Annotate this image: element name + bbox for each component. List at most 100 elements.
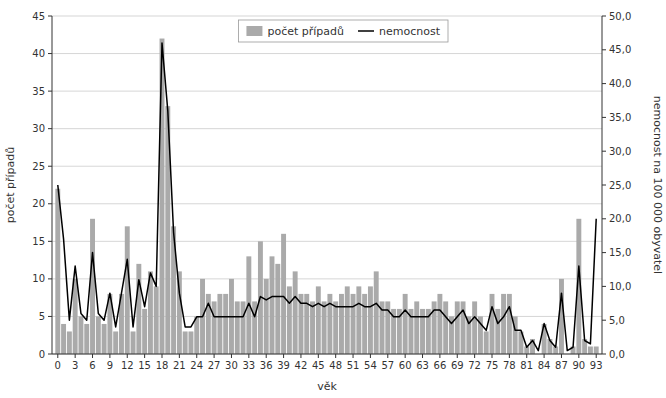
legend-swatch [246, 26, 262, 36]
bar [136, 264, 141, 354]
x-tick-label: 84 [538, 360, 551, 371]
y-tick-label: 45 [32, 11, 45, 22]
x-tick [109, 354, 110, 358]
x-tick-label: 39 [277, 360, 290, 371]
bar [310, 301, 315, 354]
bar [212, 301, 217, 354]
x-tick-label: 18 [156, 360, 169, 371]
y-tick-label: 15 [32, 236, 45, 247]
bar [345, 286, 350, 354]
legend: počet případůnemocnost [238, 20, 448, 42]
x-tick [439, 354, 440, 358]
bar [588, 346, 593, 354]
legend-label: nemocnost [379, 25, 441, 38]
bar [61, 324, 66, 354]
y2-tick [602, 16, 606, 17]
x-tick-label: 72 [468, 360, 481, 371]
bar [437, 294, 442, 354]
bar [385, 301, 390, 354]
bar [73, 279, 78, 354]
y2-tick-label: 50,0 [609, 11, 631, 22]
x-tick-label: 24 [190, 360, 203, 371]
x-tick-label: 36 [260, 360, 273, 371]
y2-tick-label: 5,0 [609, 315, 625, 326]
y2-tick-label: 40,0 [609, 78, 631, 89]
bar [443, 301, 448, 354]
bar [461, 301, 466, 354]
bar [142, 309, 147, 354]
bar [287, 286, 292, 354]
x-tick [387, 354, 388, 358]
bar [339, 294, 344, 354]
x-tick [127, 354, 128, 358]
x-tick-label: 51 [347, 360, 360, 371]
y2-tick-label: 20,0 [609, 213, 631, 224]
x-tick [578, 354, 579, 358]
x-tick [162, 354, 163, 358]
bar [55, 189, 60, 354]
bar [67, 331, 72, 354]
grid-line [52, 166, 602, 167]
y2-tick-label: 45,0 [609, 44, 631, 55]
bar [264, 279, 269, 354]
x-tick-label: 66 [434, 360, 447, 371]
y-tick-label: 35 [32, 86, 45, 97]
x-tick [57, 354, 58, 358]
marks [55, 39, 598, 354]
y2-tick [602, 151, 606, 152]
y2-tick [602, 286, 606, 287]
y-tick [48, 91, 52, 92]
bar [275, 264, 280, 354]
x-tick [526, 354, 527, 358]
bar [414, 301, 419, 354]
bar [455, 301, 460, 354]
bar [154, 286, 159, 354]
x-tick-label: 81 [520, 360, 533, 371]
x-tick-label: 93 [590, 360, 603, 371]
bar [183, 331, 188, 354]
bar [490, 294, 495, 354]
x-tick [561, 354, 562, 358]
x-axis-label: věk [317, 380, 337, 393]
x-tick [474, 354, 475, 358]
bar [322, 301, 327, 354]
bar [270, 256, 275, 354]
grid-line [52, 241, 602, 242]
bar [507, 294, 512, 354]
bar [78, 316, 83, 354]
x-tick-label: 3 [72, 360, 78, 371]
bar [217, 294, 222, 354]
x-tick-label: 42 [295, 360, 308, 371]
legend-box [238, 20, 448, 42]
x-tick [509, 354, 510, 358]
y-tick [48, 241, 52, 242]
grid-line [52, 91, 602, 92]
bar [362, 294, 367, 354]
x-tick-label: 21 [173, 360, 186, 371]
bar [484, 331, 489, 354]
x-tick-label: 57 [381, 360, 394, 371]
x-tick-label: 15 [138, 360, 151, 371]
bar [131, 331, 136, 354]
grid-line [52, 354, 602, 355]
y-tick [48, 53, 52, 54]
x-tick [266, 354, 267, 358]
x-tick-label: 27 [208, 360, 221, 371]
grid-line [52, 53, 602, 54]
x-tick-label: 54 [364, 360, 377, 371]
x-tick [75, 354, 76, 358]
x-tick-label: 9 [107, 360, 113, 371]
x-tick [92, 354, 93, 358]
x-tick-label: 63 [416, 360, 429, 371]
x-tick-label: 45 [312, 360, 325, 371]
bar [316, 286, 321, 354]
bar [125, 226, 130, 354]
x-tick [248, 354, 249, 358]
bar [90, 219, 95, 354]
grid [52, 16, 602, 354]
y-tick [48, 316, 52, 317]
y2-tick [602, 185, 606, 186]
bar [501, 294, 506, 354]
bar [84, 324, 89, 354]
bar [368, 286, 373, 354]
